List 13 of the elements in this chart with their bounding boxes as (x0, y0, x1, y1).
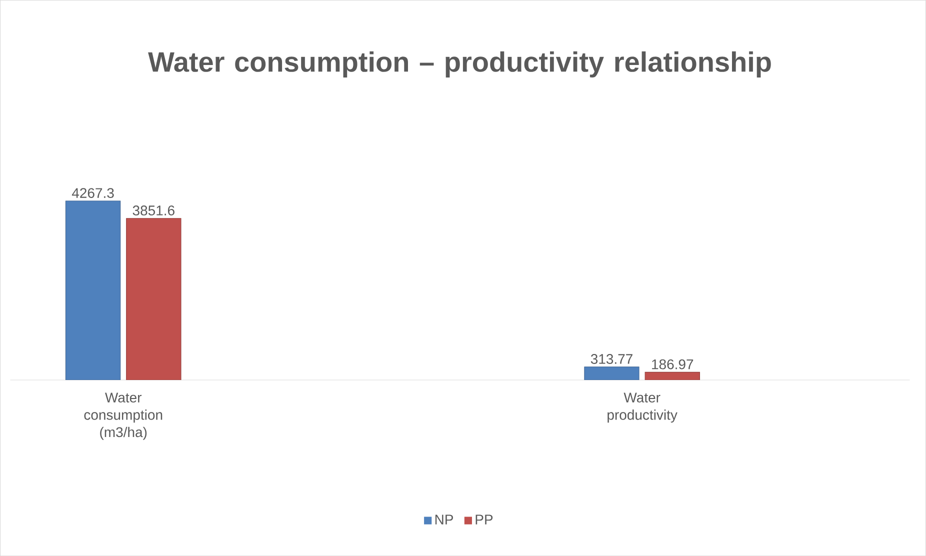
data-label: 313.77 (590, 354, 632, 364)
bar (644, 372, 700, 380)
bar (65, 200, 121, 380)
bar (584, 366, 640, 380)
chart-title: Water consumption – productivity relationship (148, 51, 771, 78)
data-label: 186.97 (652, 359, 694, 370)
legend-label: PP (476, 514, 493, 524)
bar (126, 218, 182, 380)
data-label: 3851.6 (132, 205, 174, 216)
data-label: 4267.3 (72, 188, 114, 198)
x-tick-label: Water productivity (608, 392, 678, 423)
x-tick-label: Water consumption (m3/ha) (84, 392, 162, 440)
legend-label: NP (435, 514, 453, 524)
